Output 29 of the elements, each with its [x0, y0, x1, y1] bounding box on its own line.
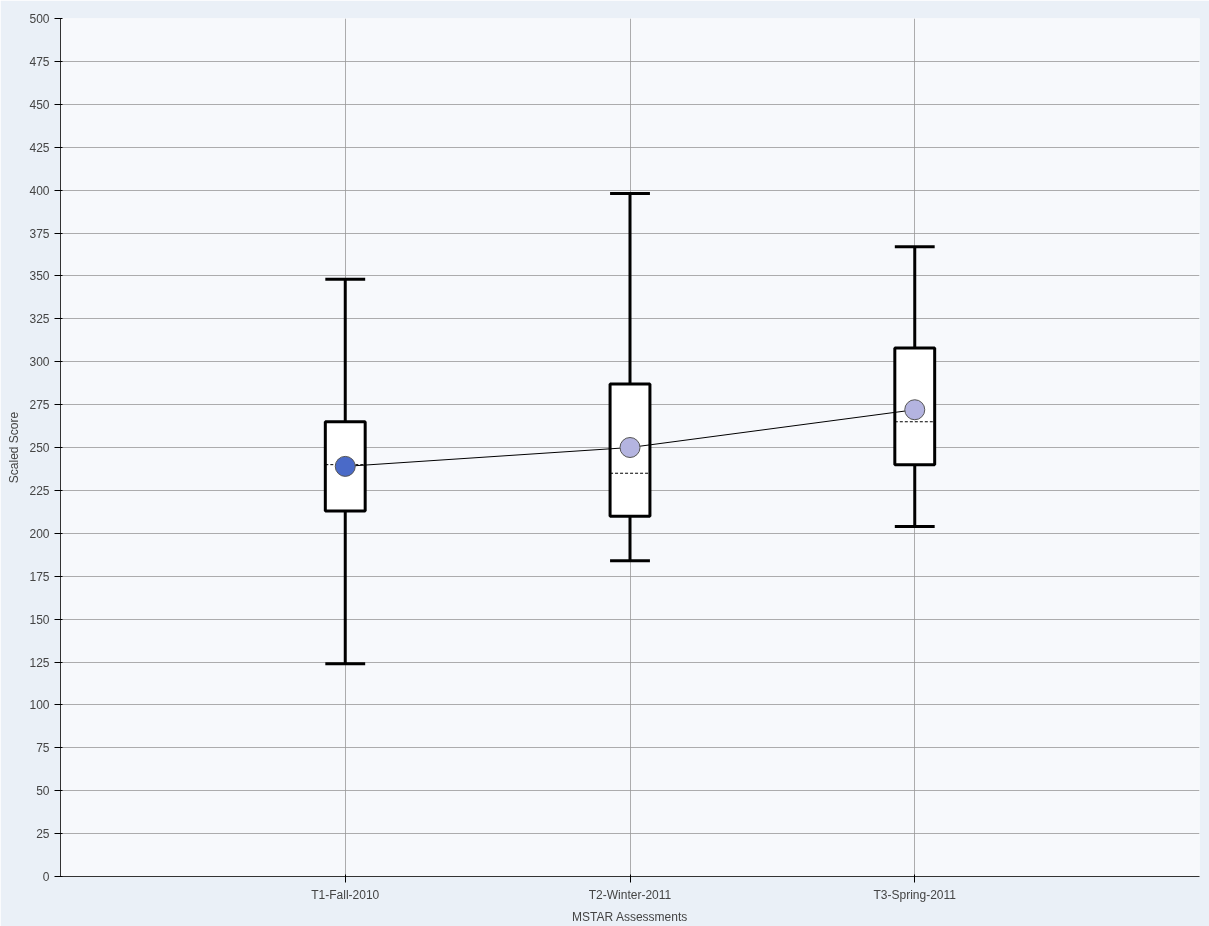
y-tick-label: 150 [29, 612, 50, 627]
y-tick-label: 350 [29, 269, 50, 284]
y-tick-label: 400 [29, 183, 50, 198]
y-tick-label: 325 [29, 312, 50, 327]
y-tick-label: 0 [42, 870, 50, 884]
y-tick-label: 450 [29, 97, 50, 112]
x-tick-label: T1-Fall-2010 [311, 887, 380, 902]
y-tick-label: 250 [29, 441, 50, 455]
y-tick-label: 100 [29, 698, 50, 713]
y-axis-title: Scaled Score [7, 411, 22, 484]
y-tick-label: 475 [29, 54, 50, 69]
x-axis-title: MSTAR Assessments [572, 909, 688, 924]
y-tick-label: 500 [29, 12, 50, 26]
y-tick-label: 175 [29, 569, 50, 584]
y-tick-label: 375 [29, 226, 50, 241]
y-tick-label: 275 [29, 398, 50, 413]
y-tick-label: 425 [29, 140, 50, 155]
x-tick-label: T3-Spring-2011 [873, 887, 957, 902]
x-tick-label: T2-Winter-2011 [588, 887, 672, 902]
point [334, 455, 356, 477]
y-tick-label: 50 [36, 784, 50, 799]
y-tick-label: 225 [29, 483, 50, 498]
point [904, 399, 926, 421]
y-tick-label: 125 [29, 655, 50, 670]
y-tick-label: 200 [29, 526, 50, 541]
y-tick-label: 25 [36, 827, 50, 842]
y-tick-label: 300 [29, 355, 50, 370]
point [619, 437, 641, 458]
y-tick-label: 75 [36, 741, 50, 756]
